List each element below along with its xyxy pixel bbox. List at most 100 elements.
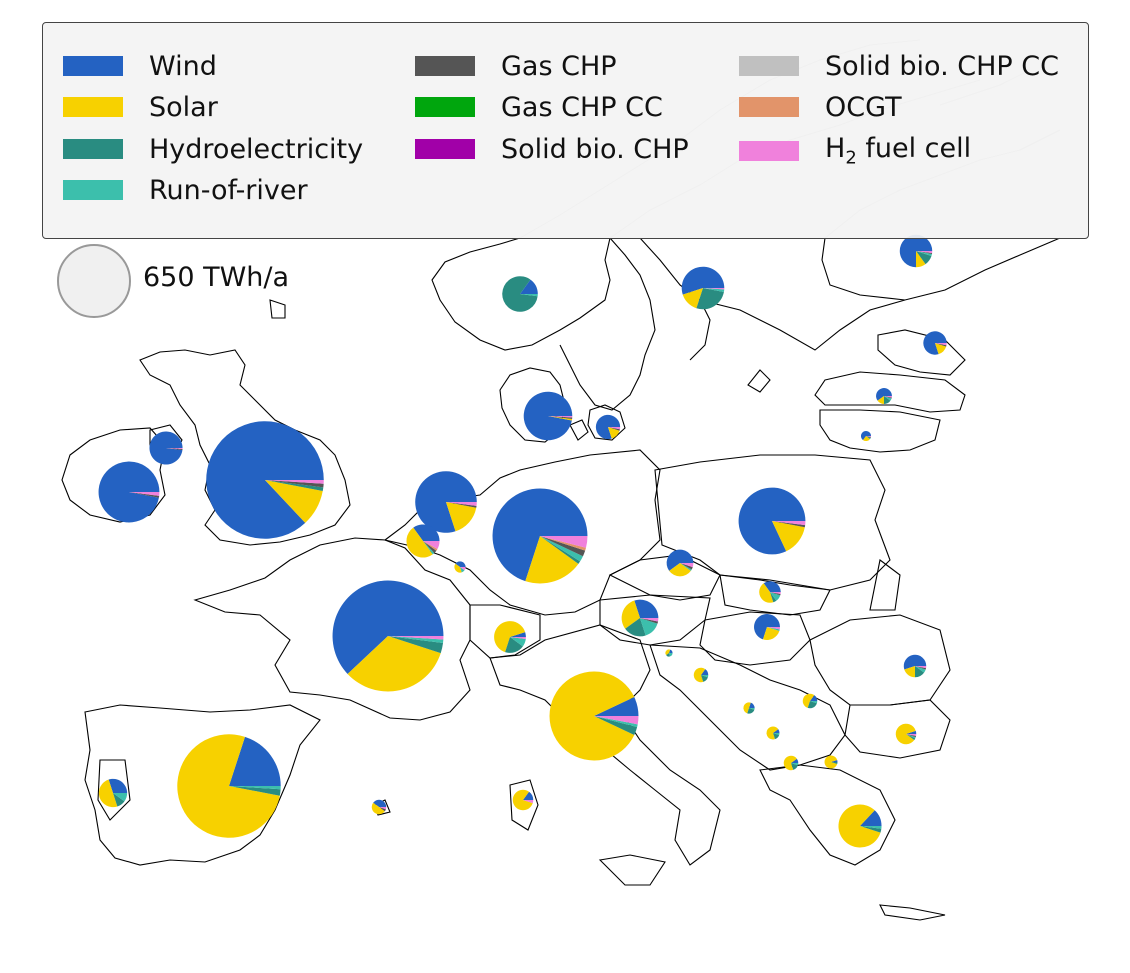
legend-label-wind: Wind [149,50,217,82]
pie-slice-h2-fuel-cell [523,800,534,804]
pie-slice-gas-chp [772,521,806,528]
pie-slice-h2-fuel-cell [388,636,444,640]
pie-slice-wind [98,461,160,523]
pie-northern-ireland [149,431,183,465]
legend-label-solid-bio-chp-cc: Solid bio. CHP CC [825,50,1059,82]
pie-slice-run-of-river [540,536,583,562]
size-reference-circle [57,244,131,318]
pie-slice-solar [802,693,815,708]
legend-label-solar: Solar [149,91,218,123]
pie-slice-hydroelectricity [594,716,638,735]
pie-slice-wind [149,431,183,465]
pie-slice-solar [525,536,579,584]
pie-slice-wind [594,697,639,716]
legend-swatch-gas-chp-cc [415,97,475,117]
pie-slice-wind [860,810,882,826]
pie-slice-run-of-river [860,826,882,829]
pie-slice-gas-chp [540,536,586,557]
pie-greece [838,804,882,848]
pie-slice-ocgt [540,536,586,551]
pie-slice-wind [634,599,659,618]
pie-slice-hydroelectricity [696,288,724,310]
pie-slice-solar [877,396,884,404]
pie-slice-solar [935,343,947,355]
pie-slice-hydroelectricity [807,701,817,709]
pie-slice-run-of-river [749,708,755,710]
pie-slice-run-of-river [460,567,465,573]
pie-slice-run-of-river [916,251,932,257]
pie-slice-run-of-river [423,541,435,555]
pie-sardinia [512,789,534,811]
pie-slice-gas-chp [906,734,917,738]
pie-slice-wind [229,736,281,786]
pie-slice-run-of-river [906,734,916,739]
pie-slice-gas-chp [916,251,933,255]
legend-swatch-h2-fuel-cell [739,141,799,161]
pie-slice-h2-fuel-cell [548,416,573,418]
pie-finland [899,234,933,268]
pie-slice-hydroelectricity [773,733,780,740]
pie-slice-wind [791,758,799,763]
pie-slice-gas-chp [608,427,620,431]
pie-slice-wind [523,391,573,441]
pie-slice-h2-fuel-cell [915,666,927,669]
pie-slice-solar [265,480,323,523]
pie-slice-h2-fuel-cell [866,436,872,437]
legend-swatch-solid-bio-chp-cc [739,56,799,76]
legend-label-gas-chp-cc: Gas CHP CC [501,91,663,123]
pie-slice-hydroelectricity [113,793,125,807]
pie-slice-wind [510,632,526,637]
pie-slice-solar [743,702,751,714]
pie-slice-h2-fuel-cell [379,807,387,810]
legend-swatch-gas-chp [415,56,475,76]
pie-hungary [754,614,780,640]
pie-netherlands [415,471,477,533]
legend-swatch-ror [63,180,123,200]
pie-slice-h2-fuel-cell [916,251,933,254]
pie-slice-gas-chp [265,480,324,488]
pie-slice-h2-fuel-cell [884,396,892,398]
pie-slice-h2-fuel-cell [446,502,477,506]
pie-slovenia [665,649,673,657]
pie-slice-hydroelectricity [916,251,932,265]
pie-lithuania [860,430,872,442]
legend-item-solar: Solar [63,90,218,124]
pie-slice-run-of-river [810,701,818,704]
pie-serbia [802,693,818,709]
pie-slovakia [759,581,781,603]
pie-slice-solar [549,671,635,761]
pie-slice-hydroelectricity [906,734,916,741]
pie-slice-run-of-river [767,627,780,632]
pie-slice-gas-chp [423,541,437,554]
pie-slice-wind [206,421,324,539]
pie-slice-run-of-river [884,396,892,401]
pie-poland [738,487,806,555]
pie-slice-solar [772,521,805,552]
pie-slice-ocgt [423,541,438,551]
legend-item-ocgt: OCGT [739,90,902,124]
pie-slice-solar [762,627,780,640]
pie-slice-h2-fuel-cell [540,536,588,548]
pie-slice-solar [669,563,691,577]
pie-slice-wind [754,614,780,640]
legend-swatch-hydro [63,139,123,159]
size-reference-label: 650 TWh/a [143,262,290,293]
pie-slice-solar [512,789,533,811]
pie-slice-hydroelectricity [666,653,671,657]
legend-swatch-ocgt [739,97,799,117]
pie-slice-solar [406,527,433,558]
pie-slice-solar [446,502,477,532]
pie-slice-solar [759,583,774,603]
pie-norway [502,276,538,312]
pie-slice-run-of-river [791,763,799,766]
legend-label-hydro: Hydroelectricity [149,133,364,165]
pie-slice-wind [773,729,780,733]
legend-swatch-wind [63,56,123,76]
pie-slice-h2-fuel-cell [423,541,440,549]
pie-denmark-west- [523,391,573,441]
pie-portugal [98,778,128,808]
pie-slice-hydroelectricity [229,786,281,796]
pie-belgium [406,524,440,558]
pie-slice-hydroelectricity [265,480,324,492]
pie-slice-gas-chp [379,807,386,812]
